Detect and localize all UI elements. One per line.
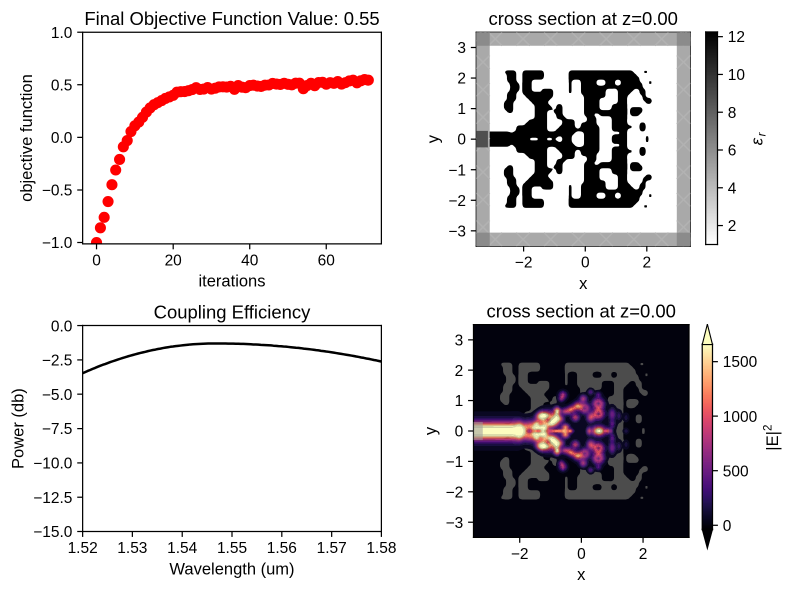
svg-text:Final Objective Function Value: Final Objective Function Value: 0.55	[84, 8, 379, 29]
svg-text:cross section at z=0.00: cross section at z=0.00	[487, 300, 676, 321]
svg-text:2: 2	[639, 546, 648, 563]
svg-text:2: 2	[728, 218, 737, 235]
svg-text:−0.5: −0.5	[42, 183, 73, 200]
svg-text:−2.5: −2.5	[42, 353, 73, 370]
svg-text:cross section at z=0.00: cross section at z=0.00	[489, 8, 678, 29]
svg-text:1.53: 1.53	[117, 540, 147, 557]
svg-text:iterations: iterations	[198, 272, 265, 291]
svg-text:1500: 1500	[723, 354, 757, 371]
svg-text:1: 1	[455, 393, 464, 410]
svg-text:y: y	[421, 426, 440, 435]
svg-text:1.0: 1.0	[51, 25, 73, 42]
svg-text:ε r: ε r	[743, 131, 769, 145]
svg-text:20: 20	[165, 252, 182, 269]
svg-text:1.52: 1.52	[68, 540, 98, 557]
svg-text:−1: −1	[446, 454, 464, 471]
svg-text:1.56: 1.56	[267, 540, 297, 557]
svg-text:−2: −2	[448, 193, 466, 210]
svg-text:−12.5: −12.5	[33, 490, 72, 507]
svg-text:−7.5: −7.5	[42, 421, 73, 438]
svg-text:−1: −1	[448, 162, 466, 179]
svg-text:1.58: 1.58	[366, 540, 396, 557]
svg-text:−5.0: −5.0	[42, 387, 73, 404]
svg-text:12: 12	[728, 29, 745, 46]
svg-text:1000: 1000	[723, 409, 757, 426]
svg-text:objective function: objective function	[17, 74, 36, 202]
svg-text:−3: −3	[446, 515, 464, 532]
svg-text:2: 2	[457, 71, 466, 88]
svg-text:−15.0: −15.0	[33, 524, 72, 541]
svg-text:y: y	[424, 134, 443, 143]
svg-text:−2: −2	[515, 255, 533, 272]
svg-text:Coupling Efficiency: Coupling Efficiency	[154, 301, 311, 322]
svg-text:−3: −3	[448, 223, 466, 240]
svg-text:x: x	[579, 274, 588, 293]
svg-text:6: 6	[728, 143, 737, 160]
svg-text:3: 3	[455, 332, 464, 349]
svg-text:2: 2	[455, 363, 464, 380]
svg-text:10: 10	[728, 67, 745, 84]
svg-text:500: 500	[723, 463, 749, 480]
svg-text:0: 0	[581, 255, 590, 272]
svg-text:−10.0: −10.0	[33, 455, 72, 472]
svg-text:60: 60	[318, 252, 335, 269]
svg-text:0: 0	[723, 518, 732, 535]
svg-text:4: 4	[728, 180, 737, 197]
svg-text:1.55: 1.55	[217, 540, 247, 557]
svg-text:0: 0	[457, 132, 466, 149]
svg-text:Power (db): Power (db)	[9, 388, 28, 469]
svg-text:−2: −2	[511, 546, 529, 563]
svg-text:x: x	[577, 565, 586, 584]
svg-text:−2: −2	[446, 484, 464, 501]
svg-text:0: 0	[92, 252, 101, 269]
svg-text:0: 0	[577, 546, 586, 563]
svg-text:0.0: 0.0	[51, 318, 73, 335]
svg-text:1: 1	[457, 101, 466, 118]
svg-text:2: 2	[643, 255, 652, 272]
svg-text:40: 40	[241, 252, 258, 269]
svg-text:1.54: 1.54	[167, 540, 198, 557]
svg-text:0.5: 0.5	[51, 77, 73, 94]
svg-text:3: 3	[457, 40, 466, 57]
svg-text:| E | 2: | E | 2	[758, 425, 783, 451]
svg-text:1.57: 1.57	[317, 540, 347, 557]
svg-text:0: 0	[455, 424, 464, 441]
svg-text:Wavelength (um): Wavelength (um)	[169, 559, 294, 578]
svg-text:−1.0: −1.0	[42, 235, 73, 252]
svg-text:0.0: 0.0	[51, 130, 73, 147]
svg-text:8: 8	[728, 105, 737, 122]
